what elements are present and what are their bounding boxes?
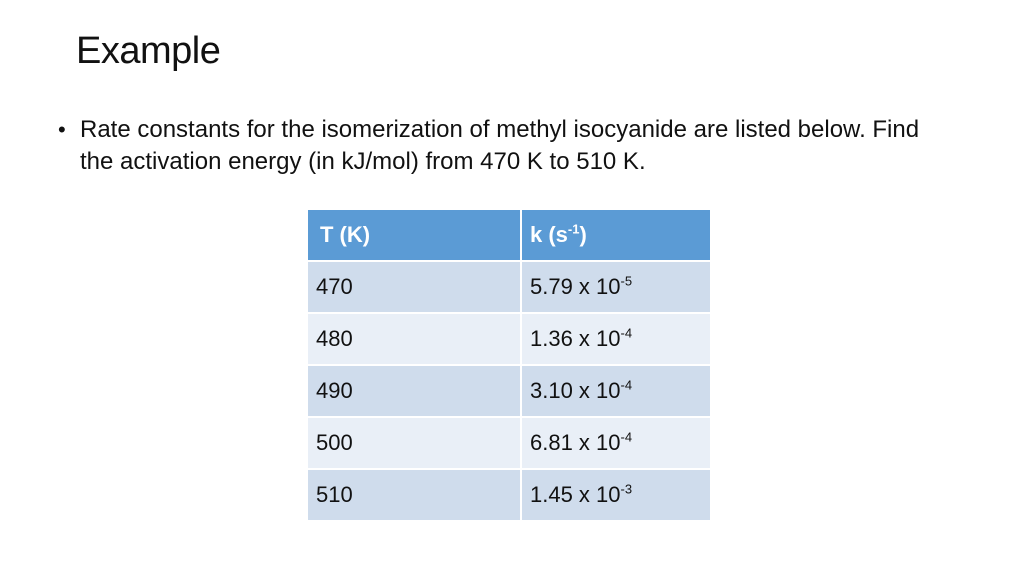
header-rate-constant: k (s-1): [520, 208, 712, 262]
bullet-text: Rate constants for the isomerization of …: [80, 116, 920, 175]
header-rate-close: ): [579, 222, 587, 247]
cell-rate-exponent: -4: [620, 325, 633, 341]
cell-rate-exponent: -3: [620, 481, 633, 497]
cell-rate-base: 5.79 x 10: [530, 274, 621, 299]
cell-rate-exponent: -4: [620, 429, 633, 445]
bullet-item: • Rate constants for the isomerization o…: [58, 114, 958, 178]
table-row: 500 6.81 x 10-4: [306, 416, 712, 470]
cell-rate-constant: 3.10 x 10-4: [520, 364, 712, 418]
cell-rate-constant: 1.36 x 10-4: [520, 312, 712, 366]
table-row: 470 5.79 x 10-5: [306, 260, 712, 314]
cell-rate-exponent: -5: [620, 273, 633, 289]
table-row: 480 1.36 x 10-4: [306, 312, 712, 366]
table-row: 510 1.45 x 10-3: [306, 468, 712, 522]
cell-rate-base: 3.10 x 10: [530, 378, 621, 403]
bullet-dot-icon: •: [58, 117, 66, 142]
cell-temperature: 490: [306, 364, 522, 418]
header-temperature: T (K): [306, 208, 522, 262]
table-header-row: T (K) k (s-1): [306, 208, 712, 262]
slide-title: Example: [76, 30, 221, 72]
cell-temperature: 500: [306, 416, 522, 470]
cell-rate-constant: 5.79 x 10-5: [520, 260, 712, 314]
bullet-list: • Rate constants for the isomerization o…: [58, 114, 958, 178]
cell-rate-base: 1.36 x 10: [530, 326, 621, 351]
header-rate-exponent: -1: [567, 221, 580, 237]
rate-constant-table: T (K) k (s-1) 470 5.79 x 10-5 480 1.36 x…: [306, 208, 712, 522]
header-rate-base: k (s: [530, 222, 568, 247]
cell-rate-constant: 1.45 x 10-3: [520, 468, 712, 522]
cell-rate-base: 6.81 x 10: [530, 430, 621, 455]
cell-rate-base: 1.45 x 10: [530, 482, 621, 507]
cell-temperature: 510: [306, 468, 522, 522]
cell-temperature: 470: [306, 260, 522, 314]
cell-rate-exponent: -4: [620, 377, 633, 393]
cell-rate-constant: 6.81 x 10-4: [520, 416, 712, 470]
cell-temperature: 480: [306, 312, 522, 366]
table-row: 490 3.10 x 10-4: [306, 364, 712, 418]
